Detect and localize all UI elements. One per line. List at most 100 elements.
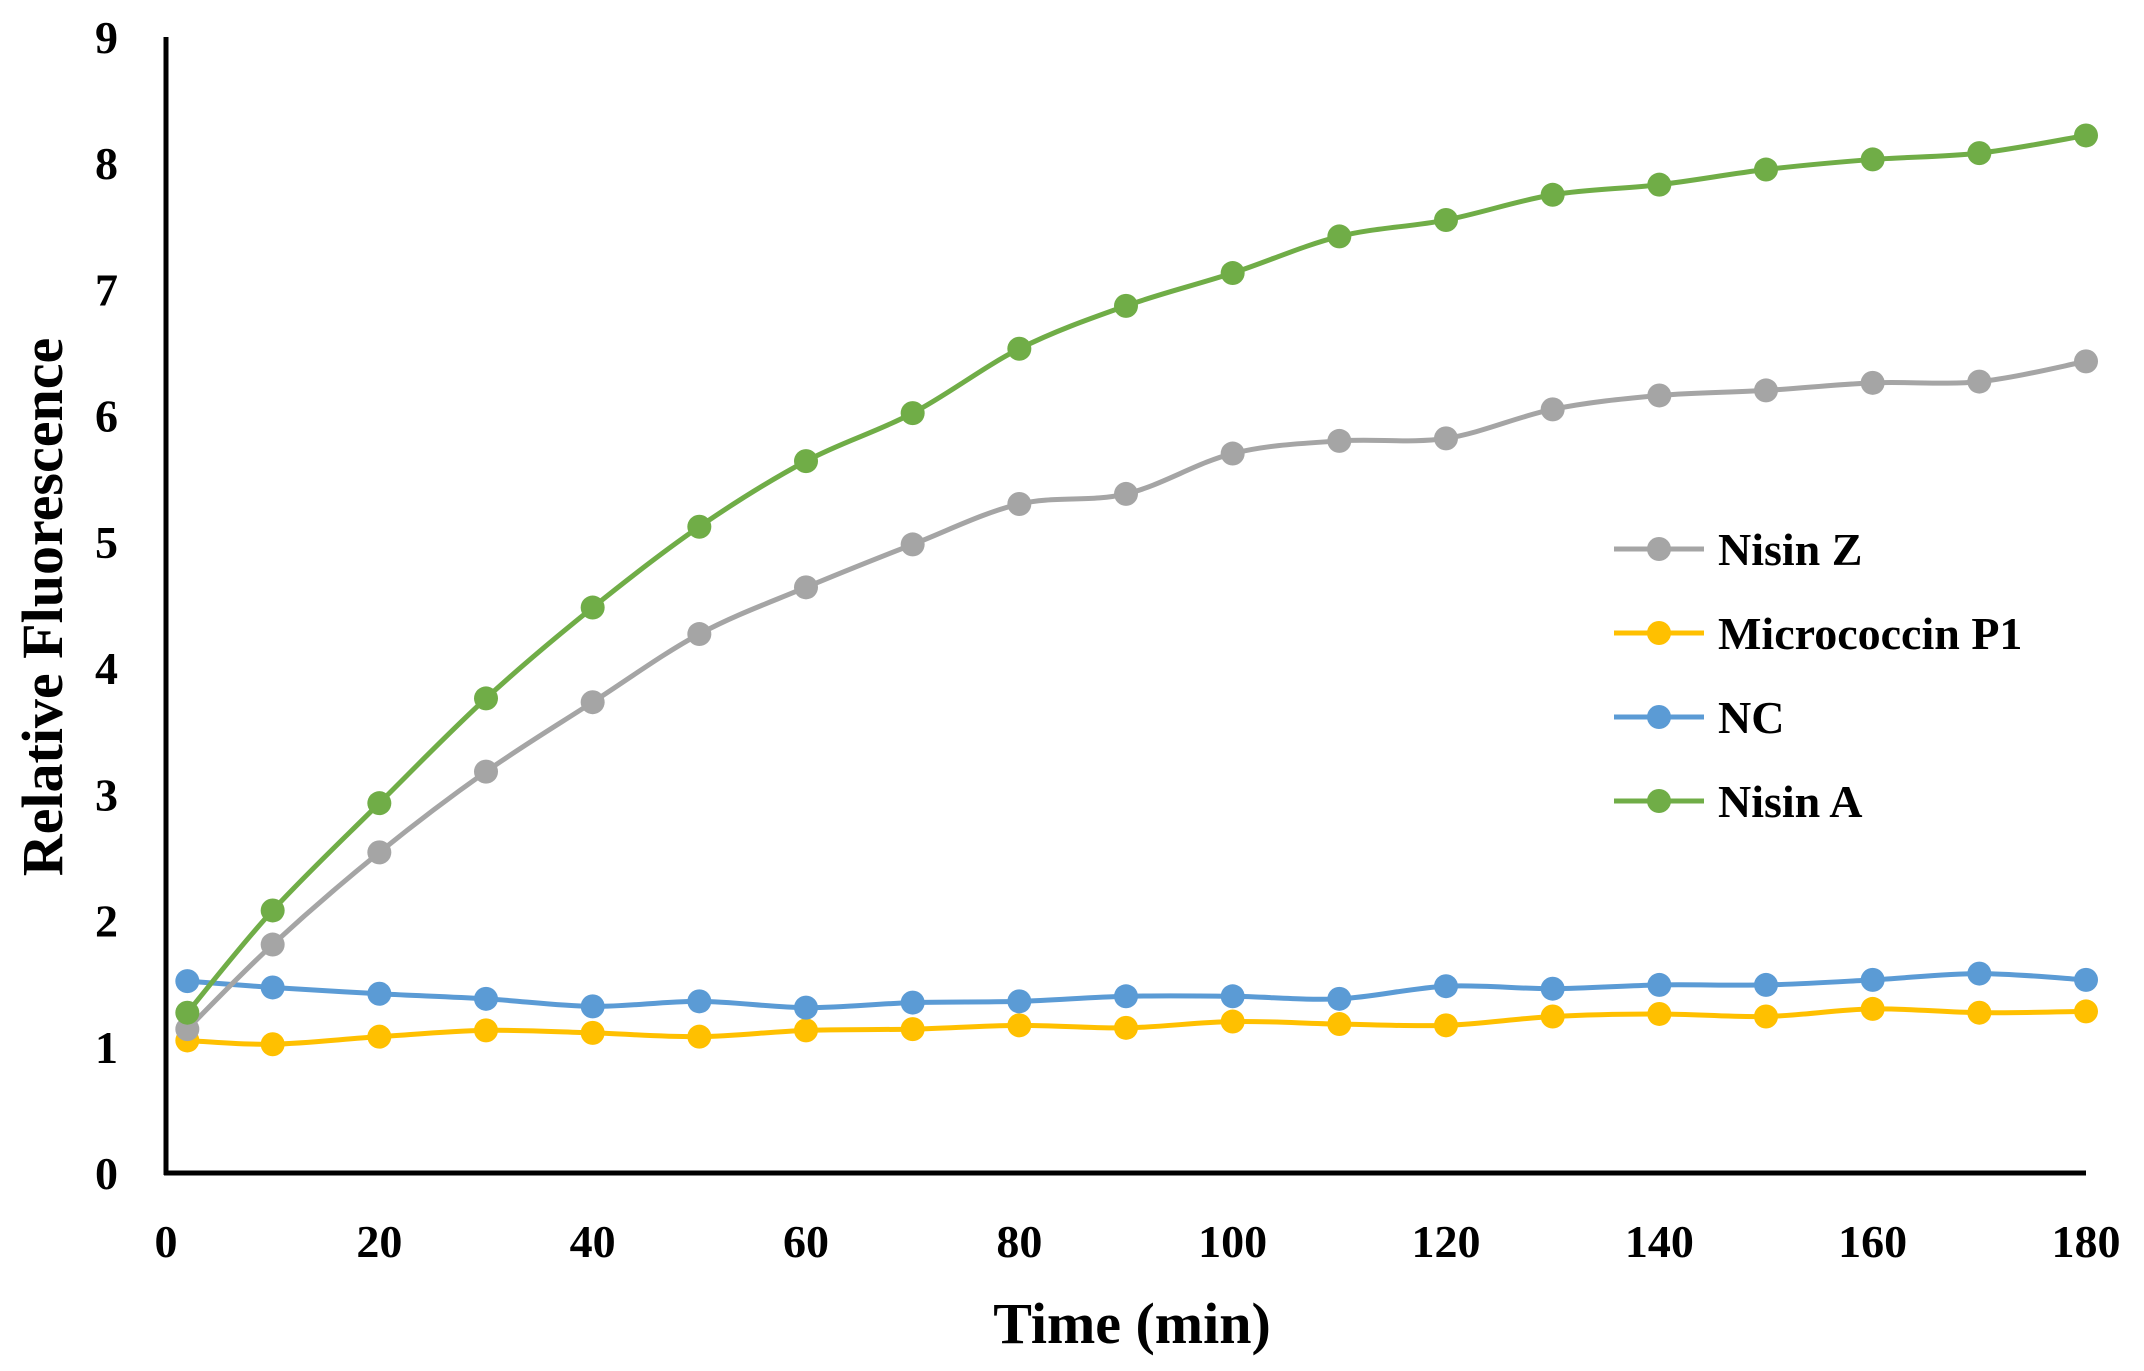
data-point <box>1540 976 1565 1001</box>
legend-item: NC <box>1614 692 1784 743</box>
data-point <box>1220 441 1245 466</box>
legend-swatch-marker <box>1647 537 1671 561</box>
data-point <box>1007 989 1032 1014</box>
legend-swatch-marker <box>1647 705 1671 729</box>
data-point <box>1114 984 1138 1009</box>
legend-label: NC <box>1718 692 1784 743</box>
y-tick-label: 2 <box>95 896 118 947</box>
data-point <box>1647 383 1672 408</box>
data-point <box>1860 967 1885 992</box>
legend-item: Micrococcin P1 <box>1614 608 2022 659</box>
data-point <box>474 759 498 784</box>
data-point <box>1754 1004 1778 1029</box>
y-tick-label: 9 <box>95 12 118 63</box>
data-point <box>687 1024 712 1049</box>
legend-label: Nisin Z <box>1718 524 1862 575</box>
data-point <box>260 975 285 1000</box>
data-point <box>580 595 605 620</box>
data-point <box>900 532 925 557</box>
x-tick-label: 100 <box>1198 1216 1267 1267</box>
series-nc <box>175 961 2098 1020</box>
data-point <box>1434 208 1458 233</box>
y-tick-label: 8 <box>95 138 118 189</box>
data-point <box>1114 481 1138 506</box>
x-tick-label: 180 <box>2052 1216 2121 1267</box>
x-tick-label: 140 <box>1625 1216 1694 1267</box>
data-point <box>580 1020 605 1045</box>
data-point <box>900 990 925 1015</box>
data-point <box>580 994 605 1019</box>
series-nisin-z <box>175 349 2098 1042</box>
y-tick-label: 0 <box>95 1148 118 1199</box>
x-tick-label: 80 <box>996 1216 1042 1267</box>
x-tick-label: 40 <box>570 1216 616 1267</box>
data-point <box>1967 141 1992 166</box>
data-point <box>1540 1004 1565 1029</box>
data-point <box>367 981 392 1006</box>
y-axis-title: Relative Fluorescence <box>10 338 75 876</box>
series-lines <box>175 123 2098 1057</box>
y-tick-label: 4 <box>95 643 118 694</box>
tick-labels: 0 20 40 60 80 100 120 140 160 180 0 1 2 3 4 5 6 7 8 9 <box>95 12 2121 1267</box>
data-point <box>1114 1015 1138 1040</box>
y-tick-label: 7 <box>95 264 118 315</box>
legend-label: Micrococcin P1 <box>1718 608 2022 659</box>
data-point <box>1967 369 1992 394</box>
series-line <box>187 971 2087 1011</box>
x-axis-title: Time (min) <box>993 1291 1271 1356</box>
data-point <box>1220 984 1245 1009</box>
x-tick-label: 60 <box>783 1216 829 1267</box>
data-point <box>367 791 392 816</box>
data-point <box>260 932 285 957</box>
data-point <box>2074 967 2098 992</box>
data-point <box>1434 426 1458 451</box>
data-point <box>1007 492 1032 517</box>
series-micrococcin-p1 <box>175 996 2098 1057</box>
data-point <box>367 1024 392 1049</box>
data-point <box>474 986 498 1011</box>
x-tick-label: 120 <box>1412 1216 1481 1267</box>
data-point <box>1860 996 1885 1021</box>
data-point <box>1327 1012 1352 1037</box>
data-point <box>1327 224 1352 249</box>
data-point <box>474 1018 498 1043</box>
legend-item: Nisin A <box>1614 776 1862 827</box>
x-tick-label: 0 <box>155 1216 178 1267</box>
y-tick-label: 5 <box>95 517 118 568</box>
x-tick-label: 160 <box>1838 1216 1907 1267</box>
series-nisin-a <box>175 123 2098 1025</box>
data-point <box>1220 261 1245 286</box>
data-point <box>900 1017 925 1042</box>
data-point <box>260 898 285 923</box>
data-point <box>1434 1013 1458 1038</box>
data-point <box>1327 428 1352 453</box>
y-tick-label: 6 <box>95 391 118 442</box>
data-point <box>794 1018 818 1043</box>
legend-label: Nisin A <box>1718 776 1862 827</box>
data-point <box>1114 293 1138 318</box>
data-point <box>1967 961 1992 986</box>
data-point <box>900 401 925 426</box>
data-point <box>794 995 818 1020</box>
data-point <box>1007 1013 1032 1038</box>
data-point <box>175 969 200 994</box>
data-point <box>474 686 498 711</box>
data-point <box>1434 974 1458 999</box>
data-point <box>1327 986 1352 1011</box>
axes <box>163 37 2086 1176</box>
data-point <box>687 989 712 1014</box>
data-point <box>687 622 712 647</box>
data-point <box>794 575 818 600</box>
data-point <box>260 1032 285 1057</box>
legend-swatch-marker <box>1647 789 1671 813</box>
data-point <box>1647 972 1672 997</box>
data-point <box>580 690 605 715</box>
data-point <box>2074 349 2098 374</box>
legend-item: Nisin Z <box>1614 524 1862 575</box>
data-point <box>1647 1001 1672 1026</box>
data-point <box>1647 172 1672 197</box>
data-point <box>1540 182 1565 207</box>
data-point <box>175 1017 200 1042</box>
data-point <box>1754 157 1778 182</box>
